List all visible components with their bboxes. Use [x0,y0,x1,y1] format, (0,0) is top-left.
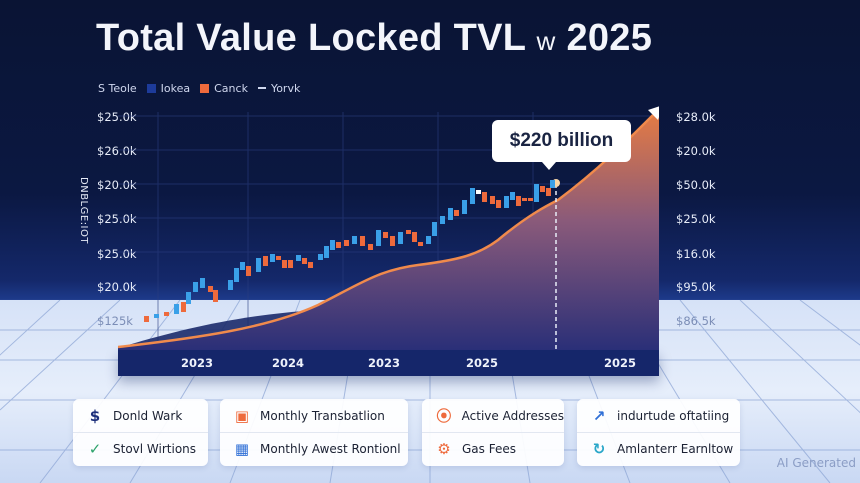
metric-label: Stovl Wirtions [113,442,197,456]
x-axis-bar [118,350,659,376]
metric-card: ▣ Monthly Transbatlion ▦ Monthly Awest R… [220,399,408,466]
gas-icon: ⚙ [437,440,451,458]
x-tick: 2023 [368,356,401,370]
trend-arrow-icon [648,106,659,120]
y-right-tick: $16.0k [676,247,716,261]
metric-row[interactable]: ↗ indurtude oftatiing [577,399,740,432]
metric-row[interactable]: ↻ Amlanterr Earnltow [577,432,740,465]
y-right-tick: $28.0k [676,110,716,124]
y-left-tick: $26.0k [97,144,137,158]
legend-item: S Teole [98,82,137,95]
y-right-tick: $20.0k [676,144,716,158]
legend-swatch-blue [146,84,156,93]
building-icon: ▦ [234,440,250,458]
metric-label: Donld Wark [113,408,183,423]
y-right-tick: $50.0k [676,178,716,192]
metric-card: ↗ indurtude oftatiing ↻ Amlanterr Earnlt… [577,399,740,466]
metric-row[interactable]: ✓ Stovl Wirtions [73,432,208,465]
metric-row[interactable]: ▦ Monthly Awest Rontionl [220,432,408,465]
metric-label: Monthly Awest Rontionl [260,442,401,456]
y-left-tick: $20.0k [97,280,137,294]
metric-row[interactable]: ⦿ Active Addresses [422,399,564,432]
title-year: 2025 [566,17,653,59]
legend-swatch-orange [200,84,210,93]
x-tick: 2024 [272,356,305,370]
title-main: Total Value Locked TVL [96,17,526,59]
rocket-icon: ↗ [592,406,606,425]
metric-row[interactable]: $ Donld Wark [73,399,208,432]
metric-label: indurtude oftatiing [617,408,730,423]
legend-item: Canck [200,82,248,95]
chart-check-icon: ✓ [88,440,102,458]
metric-row[interactable]: ▣ Monthly Transbatlion [220,399,408,432]
flow-icon: ↻ [592,440,606,458]
metric-label: Monthly Transbatlion [260,408,385,423]
y-right-tick: $25.0k [676,212,716,226]
wallet-icon: ▣ [234,406,250,425]
ai-generated-watermark: AI Generated [776,456,856,470]
metric-card: $ Donld Wark ✓ Stovl Wirtions [73,399,208,466]
metric-label: Active Addresses [461,408,564,423]
candlesticks [144,180,555,322]
y-left-tick: $25.0k [97,247,137,261]
legend-item: Iokea [146,82,190,95]
y-left-tick: $125k [97,314,133,328]
y-left-tick: $25.0k [97,110,137,124]
y-right-tick: $86.5k [676,314,716,328]
address-icon: ⦿ [436,407,452,425]
legend-item: Yorvk [257,82,300,95]
title-connector: w [536,26,556,56]
page-title: Total Value Locked TVL w 2025 [96,17,652,60]
y-right-tick: $95.0k [676,280,716,294]
x-tick: 2023 [181,356,214,370]
value-callout: $220 billion [492,120,631,170]
dollar-icon: $ [89,406,101,425]
metric-row[interactable]: ⚙ Gas Fees [422,432,564,465]
y-left-tick: $25.0k [97,212,137,226]
x-tick: 2025 [466,356,499,370]
chart-plot-area [118,106,659,352]
y-axis-title: DNBLGE:IOT [77,177,89,244]
legend-line-swatch [257,87,266,89]
chart-legend: S Teole Iokea Canck Yorvk [98,82,300,95]
metric-card: ⦿ Active Addresses ⚙ Gas Fees [422,399,564,466]
x-tick: 2025 [604,356,637,370]
metric-label: Amlanterr Earnltow [617,442,734,456]
metric-label: Gas Fees [462,442,516,456]
y-left-tick: $20.0k [97,178,137,192]
